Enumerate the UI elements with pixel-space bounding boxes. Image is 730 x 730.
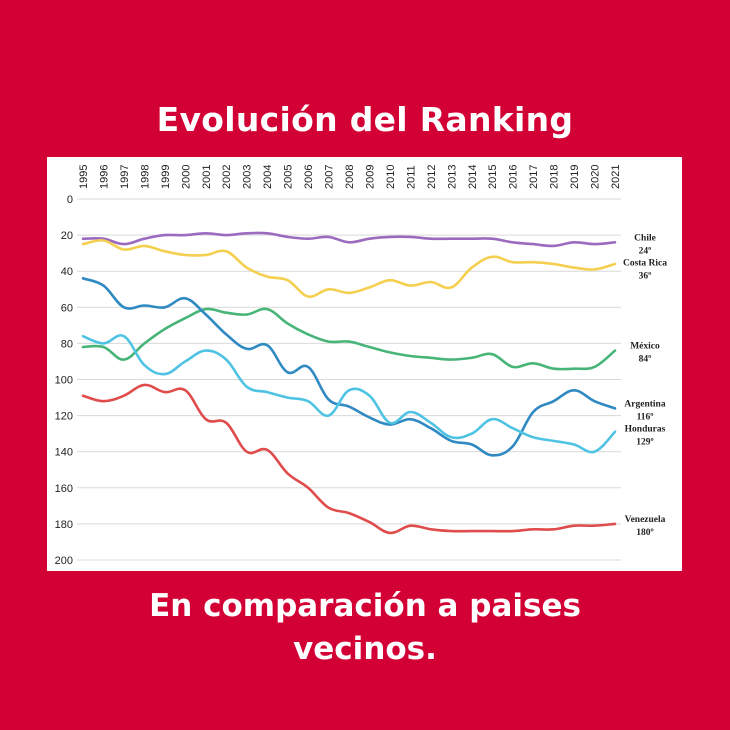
y-tick-label: 180 xyxy=(55,519,73,531)
ranking-chart: 0 20 40 60 80 100 120 140 160 180 200 1995 1996 1997 1… xyxy=(47,157,682,571)
x-tick-label: 2003 xyxy=(242,165,254,189)
x-tick-label: 2014 xyxy=(467,165,479,189)
x-tick-label: 1996 xyxy=(98,165,110,189)
x-tick-label: 2009 xyxy=(364,165,376,189)
x-tick-label: 1995 xyxy=(78,165,90,189)
y-tick-label: 200 xyxy=(55,555,73,567)
series-line-honduras xyxy=(81,334,617,454)
series-rank-chile: 24º xyxy=(639,246,652,256)
y-tick-label: 80 xyxy=(61,338,73,350)
ranking-line-chart: 0 20 40 60 80 100 120 140 160 180 200 1995 1996 1997 1… xyxy=(55,165,668,567)
series-line-costa-rica xyxy=(81,239,617,298)
y-tick-label: 60 xyxy=(61,302,73,314)
x-tick-label: 2013 xyxy=(446,165,458,189)
x-tick-label: 2004 xyxy=(262,165,274,189)
x-tick-label: 2011 xyxy=(405,165,417,189)
page-title: Evolución del Ranking xyxy=(156,100,574,139)
series-name-costa-rica: Costa Rica xyxy=(623,258,667,268)
x-tick-label: 1998 xyxy=(139,165,151,189)
x-tick-label: 2005 xyxy=(283,165,295,189)
x-tick-label: 2012 xyxy=(426,165,438,189)
y-tick-label: 0 xyxy=(67,194,73,206)
x-tick-label: 2007 xyxy=(324,165,336,189)
x-tick-label: 2020 xyxy=(590,165,602,189)
series-rank-mexico: 84º xyxy=(639,355,652,365)
x-tick-label: 2015 xyxy=(487,165,499,189)
x-tick-label: 2018 xyxy=(549,165,561,189)
x-tick-label: 1997 xyxy=(119,165,131,189)
page-subtitle: En comparación a paises vecinos. xyxy=(0,585,730,671)
series-line-argentina xyxy=(81,277,617,457)
y-tick-label: 120 xyxy=(55,411,73,423)
x-tick-label: 2021 xyxy=(610,165,622,189)
subtitle-line-1: En comparación a paises xyxy=(149,588,581,624)
y-tick-label: 140 xyxy=(55,447,73,459)
subtitle-line-2: vecinos. xyxy=(293,631,437,667)
series-name-honduras: Honduras xyxy=(625,424,666,434)
series-rank-honduras: 129º xyxy=(636,437,653,447)
x-tick-label: 2019 xyxy=(569,165,581,189)
y-tick-label: 100 xyxy=(55,375,73,387)
x-tick-label: 2017 xyxy=(528,165,540,189)
series-rank-venezuela: 180º xyxy=(636,528,653,538)
x-tick-label: 2010 xyxy=(385,165,397,189)
x-tick-label: 2006 xyxy=(303,165,315,189)
x-tick-label: 1999 xyxy=(160,165,172,189)
series-name-argentina: Argentina xyxy=(624,399,665,409)
y-tick-label: 40 xyxy=(61,266,73,278)
series-rank-costa-rica: 36º xyxy=(639,271,652,281)
series-name-venezuela: Venezuela xyxy=(625,515,666,525)
series-line-venezuela xyxy=(81,383,617,535)
x-tick-label: 2001 xyxy=(201,165,213,189)
series-rank-argentina: 116º xyxy=(637,412,654,422)
series-line-chile xyxy=(81,231,617,248)
x-tick-label: 2002 xyxy=(221,165,233,189)
x-tick-label: 2008 xyxy=(344,165,356,189)
series-name-mexico: México xyxy=(630,342,660,352)
x-tick-label: 2000 xyxy=(180,165,192,189)
series-name-chile: Chile xyxy=(634,233,656,243)
y-tick-label: 160 xyxy=(55,483,73,495)
series-line-mexico xyxy=(81,307,617,371)
x-tick-label: 2016 xyxy=(508,165,520,189)
y-tick-label: 20 xyxy=(61,230,73,242)
